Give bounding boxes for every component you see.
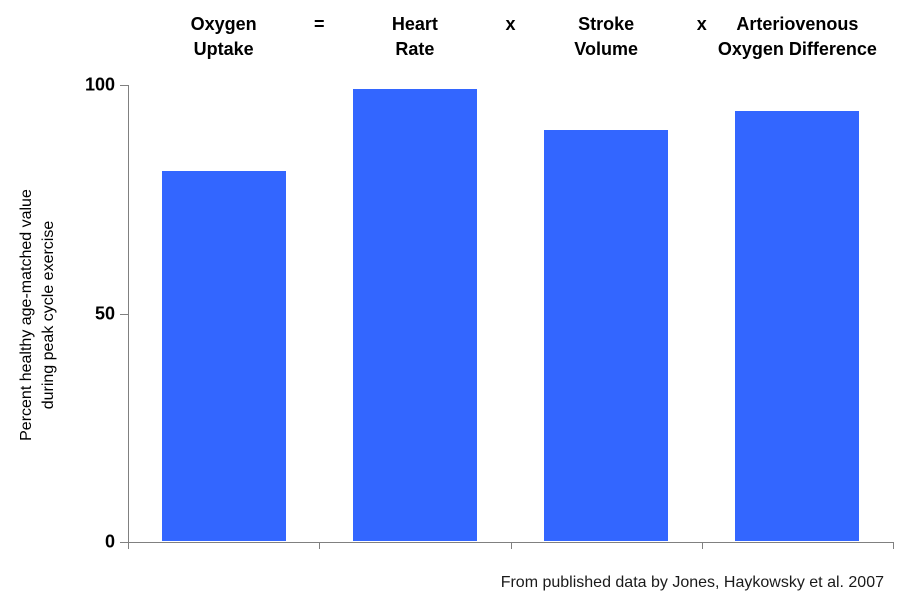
equation-term-oxygen-uptake: Oxygen Uptake: [190, 14, 257, 59]
y-tick-100: [120, 85, 128, 86]
x-tick-3: [701, 543, 703, 549]
equation-term-heart-rate: Heart Rate: [391, 14, 438, 59]
equation-header: Oxygen Uptake Heart Rate Stroke Volume Arterio…: [128, 12, 893, 72]
x-tick-2: [510, 543, 512, 549]
y-tick-label-100: 100: [84, 74, 115, 95]
y-axis-title-line1: Percent healthy age-matched value: [18, 189, 35, 441]
y-axis-line: [128, 85, 129, 543]
equation-term-arteriovenous-oxygen-difference: Arteriovenous Oxygen Difference: [717, 14, 877, 59]
x-axis-line: [120, 542, 894, 543]
bar-arteriovenous-oxygen-difference: [735, 111, 860, 541]
y-tick-label-50: 50: [94, 303, 115, 323]
y-tick-0: [120, 542, 128, 543]
y-tick-50: [120, 313, 128, 315]
x-tick-4: [893, 543, 894, 549]
bar-heart-rate: [352, 89, 477, 541]
equation-term-stroke-volume: Stroke Volume: [574, 14, 638, 59]
bar-oxygen-uptake: [161, 171, 286, 541]
x-tick-0: [128, 543, 129, 549]
equation-operator-2: x: [505, 14, 516, 34]
equation-operator-3: x: [696, 14, 707, 34]
y-tick-label-0: 0: [104, 531, 115, 552]
equation-operator-1: =: [313, 14, 325, 34]
source-caption: From published data by Jones, Haykowsky …: [500, 574, 884, 591]
plot-area: [120, 85, 894, 549]
bar-stroke-volume: [544, 130, 669, 541]
x-tick-1: [319, 543, 321, 549]
